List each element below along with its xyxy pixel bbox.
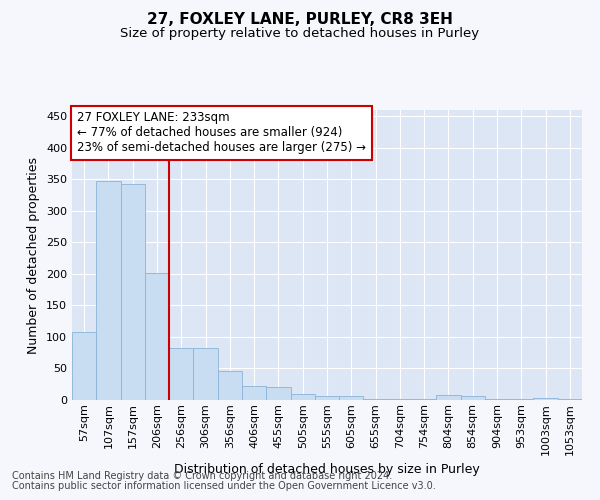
Bar [72,332,96,400]
Bar [558,398,582,400]
Bar [145,272,169,400]
Text: Size of property relative to detached houses in Purley: Size of property relative to detached ho… [121,28,479,40]
Text: Contains HM Land Registry data © Crown copyright and database right 2024.: Contains HM Land Registry data © Crown c… [12,471,392,481]
Text: 27 FOXLEY LANE: 233sqm
← 77% of detached houses are smaller (924)
23% of semi-de: 27 FOXLEY LANE: 233sqm ← 77% of detached… [77,112,366,154]
Bar [193,348,218,400]
Y-axis label: Number of detached properties: Number of detached properties [28,156,40,354]
Bar [339,396,364,400]
Bar [533,398,558,400]
Bar [266,388,290,400]
Bar [218,371,242,400]
Bar [121,184,145,400]
Text: Contains public sector information licensed under the Open Government Licence v3: Contains public sector information licen… [12,481,436,491]
Bar [169,348,193,400]
Text: 27, FOXLEY LANE, PURLEY, CR8 3EH: 27, FOXLEY LANE, PURLEY, CR8 3EH [147,12,453,28]
Bar [96,180,121,400]
Bar [436,395,461,400]
Bar [242,386,266,400]
Bar [315,396,339,400]
Bar [290,394,315,400]
Bar [461,396,485,400]
X-axis label: Distribution of detached houses by size in Purley: Distribution of detached houses by size … [174,463,480,476]
